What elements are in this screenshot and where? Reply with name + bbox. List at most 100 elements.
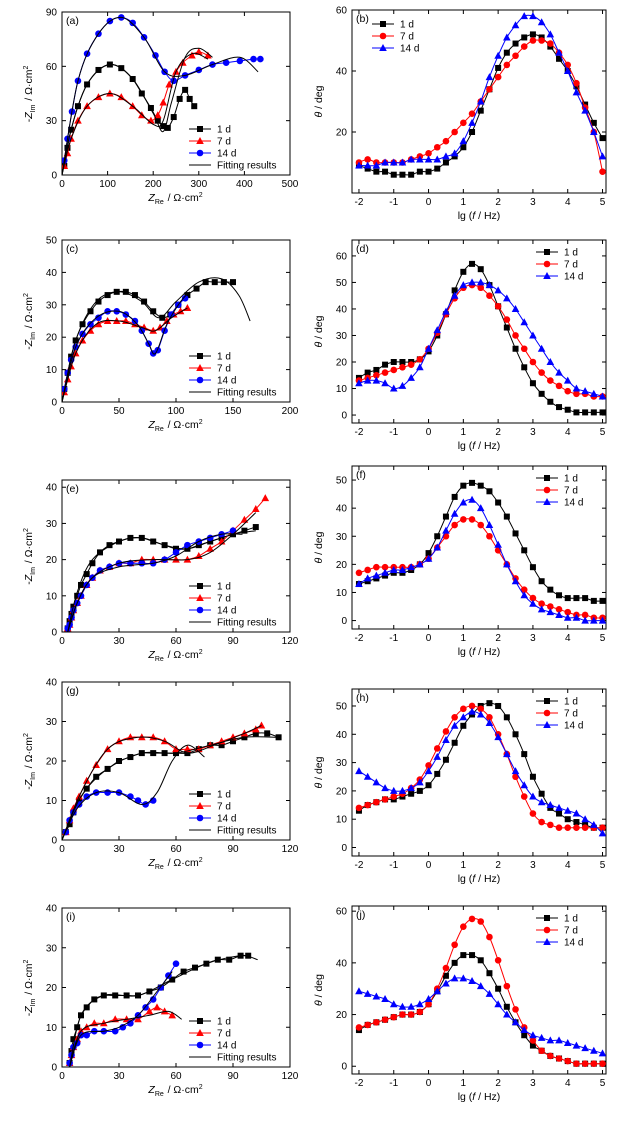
data-point — [245, 952, 252, 959]
data-point — [555, 48, 563, 56]
data-point — [252, 524, 259, 531]
data-point — [442, 152, 450, 160]
x-tick-label: 100 — [99, 179, 116, 190]
data-point — [83, 1031, 90, 1039]
data-point — [581, 815, 589, 823]
data-point — [434, 165, 441, 172]
data-point — [195, 47, 203, 55]
data-point — [538, 369, 545, 376]
legend-marker — [543, 926, 551, 934]
data-point — [529, 31, 536, 38]
data-point — [442, 972, 449, 979]
data-point — [229, 527, 237, 534]
x-tick-label: 4 — [565, 633, 571, 644]
data-point — [416, 168, 423, 175]
data-point — [149, 996, 157, 1003]
data-point — [134, 1015, 142, 1023]
plot-area — [355, 915, 606, 1067]
series-line-14d — [358, 281, 603, 397]
data-point — [547, 1052, 554, 1060]
data-point — [442, 964, 450, 972]
data-point — [598, 1049, 606, 1057]
data-point — [236, 57, 244, 65]
data-point — [131, 292, 138, 299]
data-point — [191, 103, 198, 110]
x-tick-label: 90 — [227, 636, 239, 647]
legend-marker — [544, 475, 550, 481]
data-point — [494, 51, 502, 59]
data-point — [590, 1046, 598, 1054]
data-point — [581, 611, 589, 619]
y-tick-label: 30 — [336, 532, 348, 543]
data-point — [582, 595, 589, 602]
data-point — [547, 40, 554, 47]
legend-label: 14 d — [217, 606, 236, 617]
data-point — [590, 128, 598, 135]
data-point — [188, 51, 196, 59]
fit-curve — [62, 291, 191, 402]
data-point — [520, 12, 529, 20]
plot-frame — [61, 11, 291, 176]
data-point — [598, 392, 606, 400]
data-point — [416, 1000, 424, 1008]
y-axis-title: θ / deg — [313, 315, 325, 347]
data-point — [381, 568, 389, 576]
x-tick-label: 2 — [495, 197, 501, 208]
legend-marker — [544, 915, 550, 921]
data-point — [512, 773, 519, 781]
x-tick-label: -2 — [355, 427, 364, 438]
data-point — [389, 384, 398, 392]
data-point — [442, 979, 450, 987]
y-tick-label: 20 — [46, 333, 58, 344]
x-tick-label: 4 — [565, 197, 571, 208]
data-point — [416, 560, 424, 568]
data-point — [598, 152, 606, 160]
y-tick-label: 60 — [46, 62, 58, 73]
data-point — [425, 550, 432, 557]
data-point — [182, 86, 189, 93]
data-point — [503, 513, 510, 520]
data-point — [495, 64, 502, 71]
data-point — [424, 767, 433, 775]
data-point — [399, 171, 406, 178]
plot-area — [355, 700, 606, 837]
panel-label: (i) — [66, 911, 75, 923]
x-tick-label: 60 — [170, 636, 182, 647]
legend-label: 1 d — [217, 125, 231, 136]
data-point — [433, 143, 441, 151]
chart-panel-e: 0 30 60 90 120 0 10 20 30 40 ZRe / Ω·cm2 -ZIm / Ω·… — [23, 479, 299, 663]
y-tick-label: 60 — [336, 6, 348, 17]
data-point — [546, 30, 555, 38]
y-tick-label: 0 — [51, 628, 57, 639]
data-point — [573, 819, 580, 826]
data-point — [572, 809, 581, 817]
legend-marker — [196, 149, 204, 157]
data-point — [372, 571, 381, 579]
data-point — [153, 111, 162, 119]
legend-label: 14 d — [564, 272, 583, 283]
data-point — [149, 326, 157, 334]
data-point — [590, 597, 597, 604]
x-tick-label: 5 — [600, 1078, 606, 1089]
data-point — [252, 504, 260, 512]
series-line-14d — [358, 14, 603, 167]
x-tick-label: 150 — [225, 406, 242, 417]
legend-marker — [197, 791, 203, 797]
y-tick-label: 30 — [46, 300, 58, 311]
data-point — [434, 533, 441, 540]
series-line-14d — [63, 16, 261, 161]
legend-marker — [196, 802, 204, 809]
data-point — [160, 123, 167, 130]
data-point — [390, 366, 398, 374]
x-tick-label: -1 — [389, 633, 398, 644]
legend: 1 d7 d14 d — [536, 248, 583, 283]
data-point — [70, 1036, 77, 1043]
data-point — [129, 19, 136, 27]
plot-frame — [351, 905, 607, 1075]
x-tick-label: 200 — [282, 406, 299, 417]
y-axis-title: -ZIm / Ω·cm2 — [23, 65, 37, 123]
data-point — [163, 317, 171, 324]
y-tick-label: 40 — [46, 483, 58, 494]
x-tick-label: 30 — [113, 1071, 125, 1082]
y-tick-label: 0 — [341, 411, 347, 422]
